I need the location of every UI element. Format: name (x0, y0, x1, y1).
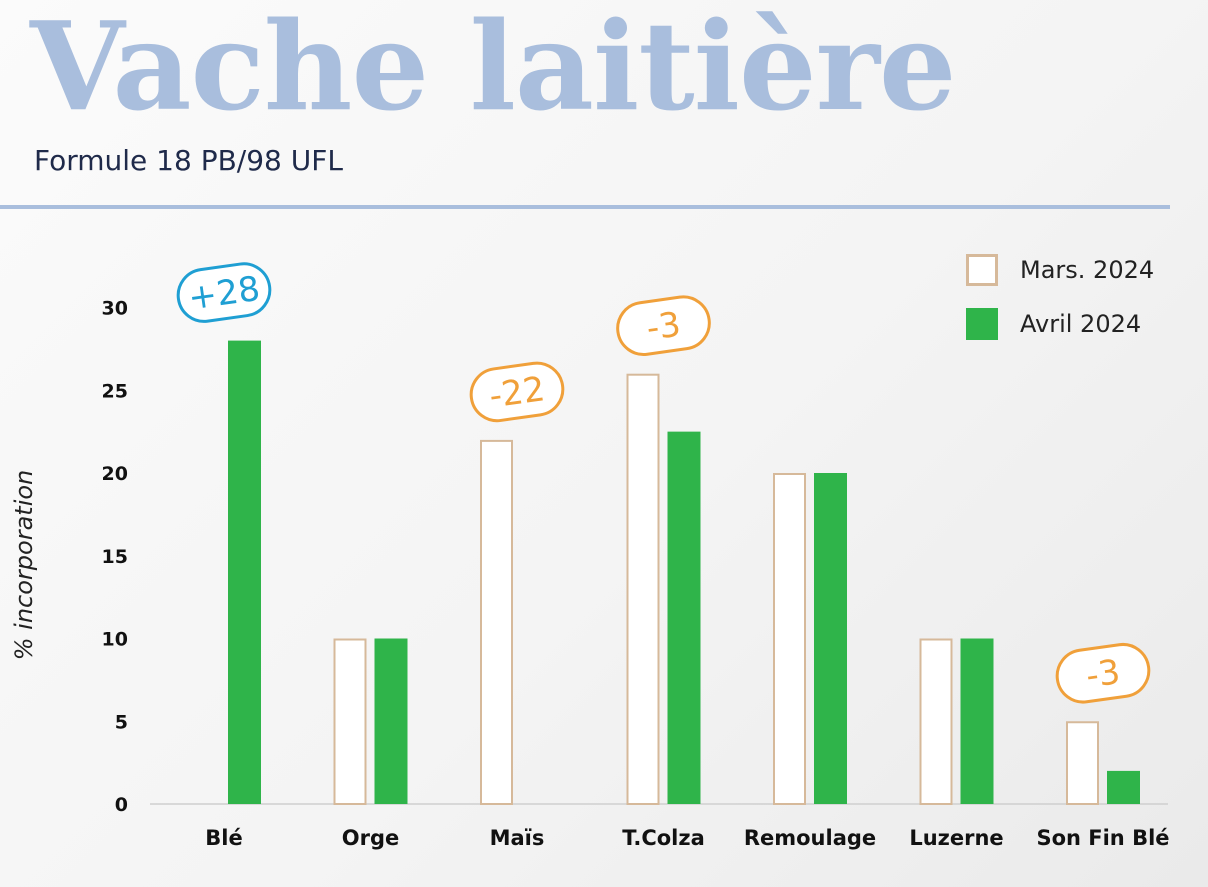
change-badge-label: -22 (487, 369, 548, 416)
bar-avril-2024 (667, 431, 701, 804)
page-title: Vache laitière (30, 0, 957, 138)
legend-label-avril: Avril 2024 (1020, 310, 1142, 338)
bar-mars-2024 (626, 373, 660, 805)
x-category-label: Son Fin Blé (1036, 826, 1169, 850)
y-tick-label: 10 (102, 629, 128, 651)
bar-avril-2024 (814, 473, 847, 804)
bar-mars-2024 (333, 638, 367, 805)
header-divider (0, 205, 1170, 209)
y-tick-label: 30 (102, 298, 128, 320)
bar-avril-2024 (228, 340, 261, 804)
y-tick-label: 25 (102, 380, 128, 402)
change-badge-label: +28 (186, 269, 263, 319)
y-tick-label: 15 (102, 546, 128, 568)
change-badge-label: -3 (644, 305, 683, 349)
y-tick-label: 0 (115, 794, 128, 816)
y-tick-label: 20 (102, 463, 128, 485)
bar-avril-2024 (960, 638, 994, 804)
legend-swatch-mars (966, 254, 998, 286)
change-badge (616, 295, 711, 356)
page-subtitle: Formule 18 PB/98 UFL (34, 144, 343, 177)
x-category-label: Maïs (490, 826, 545, 850)
change-badge (1055, 642, 1151, 704)
x-category-label: Blé (205, 826, 242, 850)
legend-label-mars: Mars. 2024 (1020, 256, 1155, 284)
y-tick-label: 5 (115, 711, 128, 733)
change-badge-label: -3 (1084, 652, 1123, 696)
x-category-label: T.Colza (622, 826, 705, 850)
legend-swatch-avril (966, 308, 998, 340)
bar-avril-2024 (374, 638, 408, 804)
change-badge (469, 361, 565, 423)
bar-mars-2024 (919, 638, 953, 805)
bar-mars-2024 (773, 473, 806, 805)
bar-mars-2024 (480, 439, 513, 805)
legend-item-avril: Avril 2024 (966, 307, 1154, 341)
x-category-label: Luzerne (909, 826, 1003, 850)
bar-mars-2024 (1066, 721, 1099, 805)
bar-avril-2024 (1107, 770, 1140, 804)
x-category-label: Orge (342, 826, 399, 850)
legend-item-mars: Mars. 2024 (966, 253, 1154, 287)
change-badge (176, 262, 272, 323)
chart-legend: Mars. 2024 Avril 2024 (966, 253, 1154, 361)
x-category-label: Remoulage (744, 826, 876, 850)
